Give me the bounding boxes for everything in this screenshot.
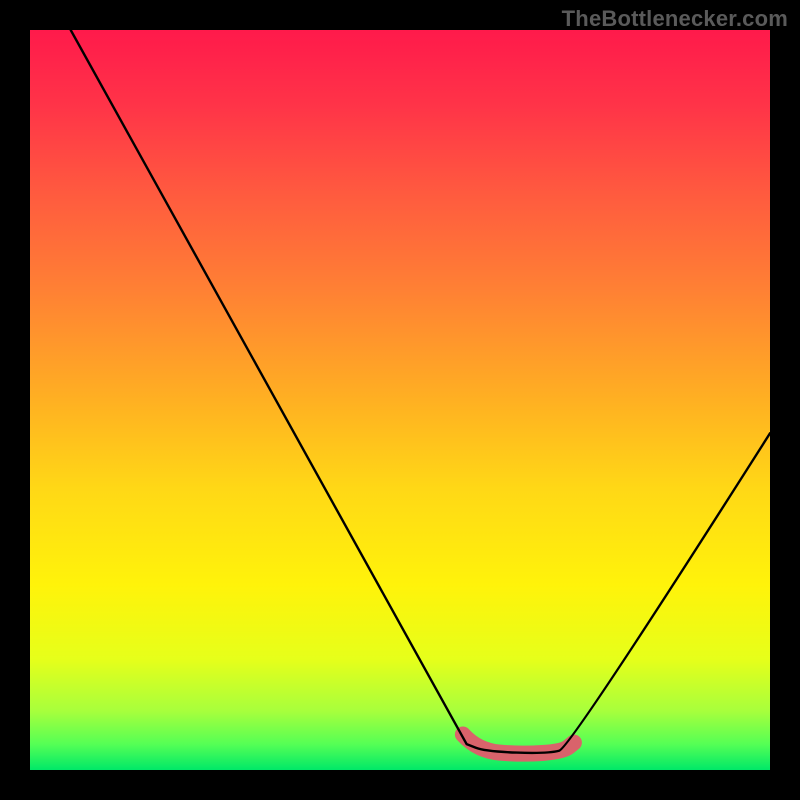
chart-background-gradient — [30, 30, 770, 770]
watermark-text: TheBottlenecker.com — [562, 6, 788, 32]
